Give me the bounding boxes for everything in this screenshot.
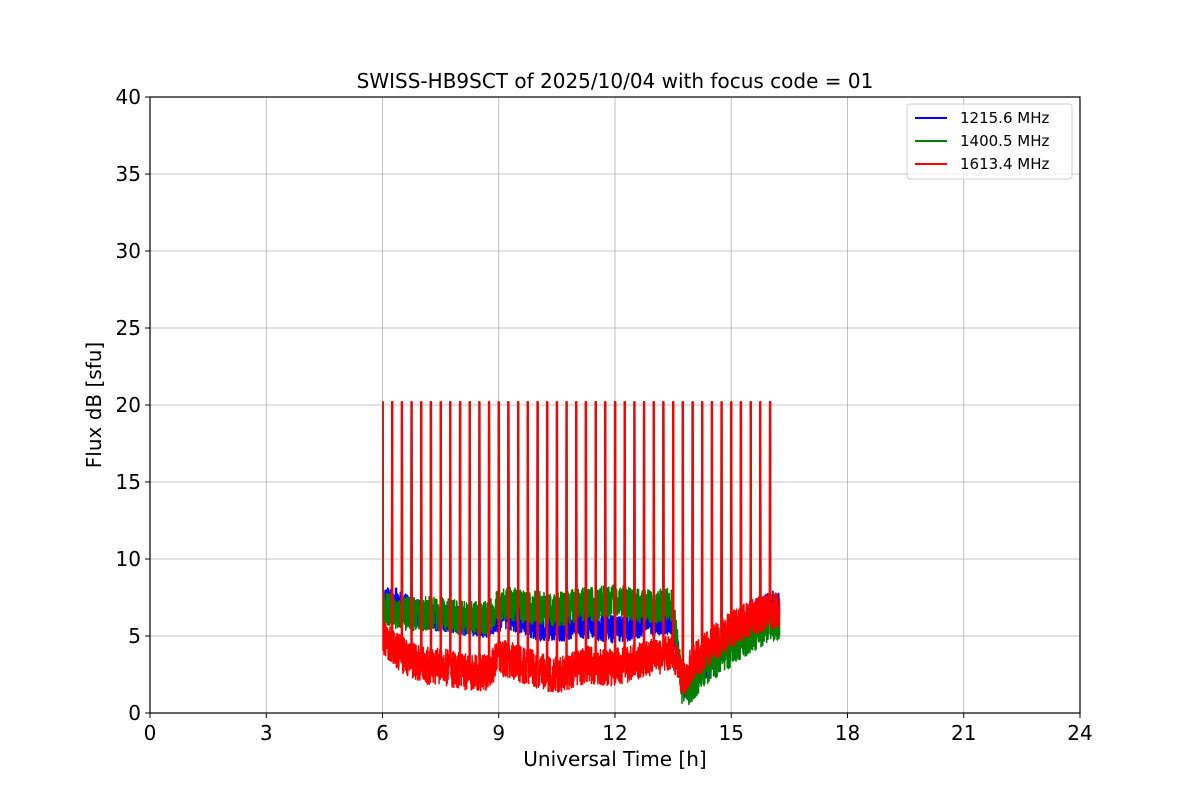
x-tick-label: 0: [144, 721, 157, 745]
y-tick-label: 30: [116, 239, 141, 263]
y-tick-label: 10: [116, 547, 141, 571]
x-tick-label: 18: [835, 721, 860, 745]
x-tick-label: 6: [376, 721, 389, 745]
y-tick-label: 40: [116, 85, 141, 109]
y-axis-label: Flux dB [sfu]: [82, 342, 106, 468]
x-tick-label: 21: [951, 721, 976, 745]
legend-label-1613: 1613.4 MHz: [960, 155, 1049, 173]
legend-label-1400: 1400.5 MHz: [960, 132, 1049, 150]
y-tick-label: 15: [116, 470, 141, 494]
x-tick-label: 24: [1067, 721, 1092, 745]
x-tick-label: 9: [492, 721, 505, 745]
axis-ticks: 0 3 6 9 12 15 18 21 24 0 5 10 15 20 25 30 35 40: [116, 85, 1093, 745]
legend: 1215.6 MHz 1400.5 MHz 1613.4 MHz: [906, 103, 1073, 180]
series-line-2: [381, 401, 781, 695]
y-tick-label: 25: [116, 316, 141, 340]
x-tick-label: 3: [260, 721, 273, 745]
y-tick-label: 0: [128, 701, 141, 725]
x-tick-label: 12: [602, 721, 627, 745]
series-lines: [381, 401, 781, 706]
y-tick-label: 20: [116, 393, 141, 417]
x-axis-label: Universal Time [h]: [523, 747, 706, 771]
x-tick-label: 15: [719, 721, 744, 745]
y-tick-label: 35: [116, 162, 141, 186]
chart-title: SWISS-HB9SCT of 2025/10/04 with focus co…: [357, 69, 874, 93]
y-tick-label: 5: [128, 624, 141, 648]
legend-label-1215: 1215.6 MHz: [960, 109, 1049, 127]
legend-box: [906, 103, 1073, 180]
